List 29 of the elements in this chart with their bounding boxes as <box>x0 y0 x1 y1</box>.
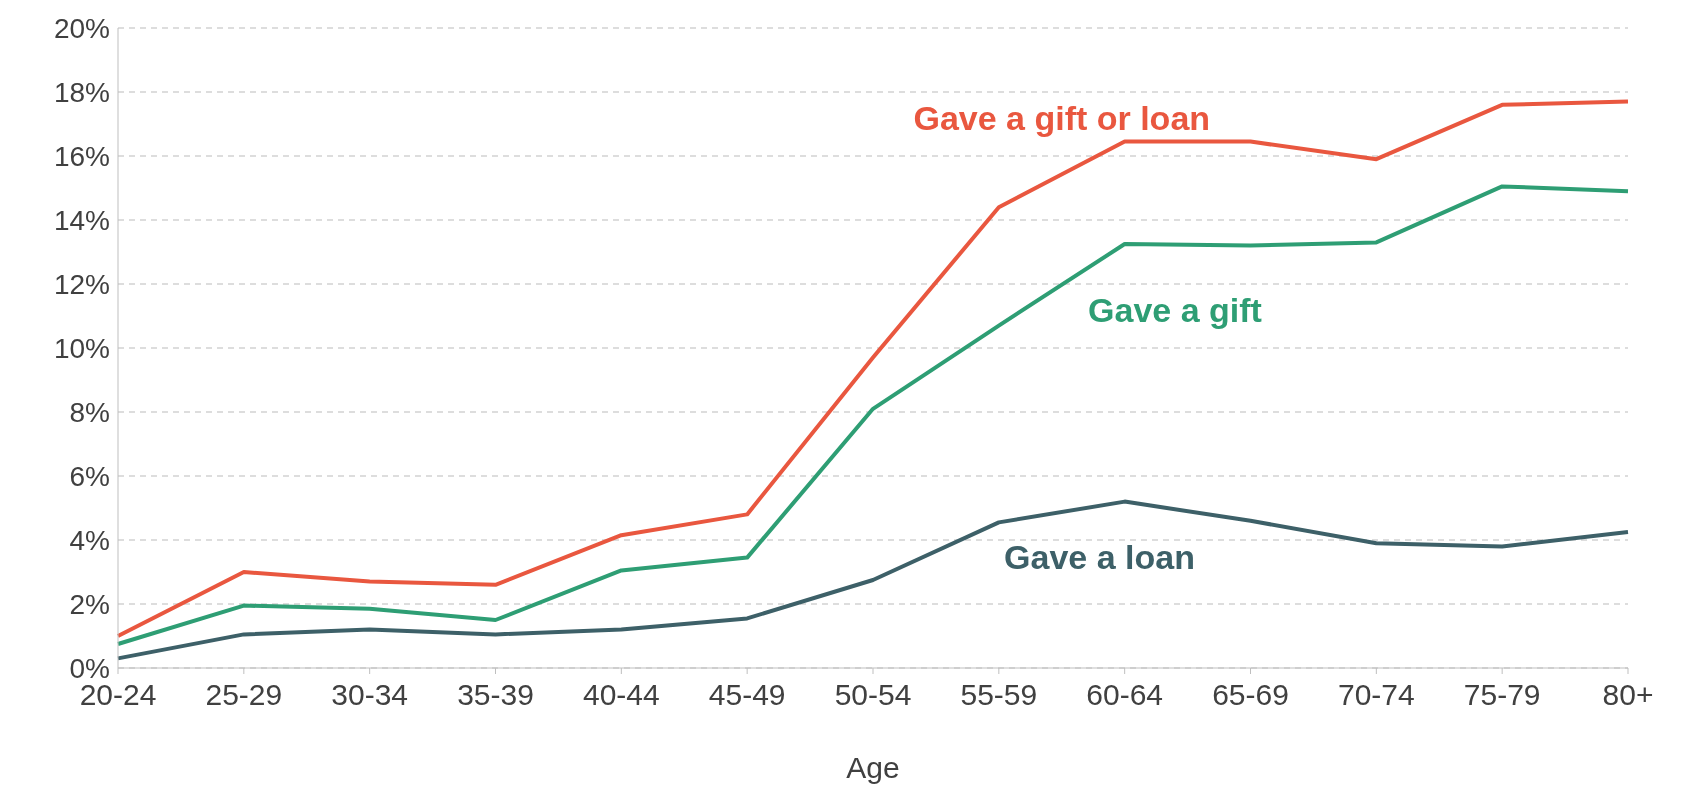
x-tick-label: 65-69 <box>1212 678 1289 712</box>
y-tick-label: 20% <box>53 12 110 44</box>
y-tick-label: 2% <box>69 588 110 620</box>
line-series <box>116 184 1630 646</box>
x-tick-label: 40-44 <box>582 678 660 712</box>
line-series <box>116 99 1630 638</box>
y-tick-label: 6% <box>69 460 110 492</box>
series-label: Gave a gift <box>1088 291 1262 330</box>
y-tick-label: 4% <box>69 524 110 556</box>
y-tick-label: 16% <box>53 140 110 172</box>
x-tick-label: 70-74 <box>1337 678 1415 712</box>
x-tick-label: 75-79 <box>1463 678 1541 712</box>
x-tick-label: 25-29 <box>205 678 283 712</box>
series-label: Gave a gift or loan <box>913 99 1211 138</box>
x-tick-label: 55-59 <box>960 678 1038 712</box>
x-tick-label: 60-64 <box>1086 678 1164 712</box>
y-tick-label: 10% <box>53 332 110 364</box>
y-tick-label: 14% <box>53 204 110 236</box>
x-tick-label: 30-34 <box>331 678 409 712</box>
y-tick-label: 8% <box>69 396 110 428</box>
y-tick-label: 12% <box>53 268 110 300</box>
y-tick-label: 18% <box>53 76 110 108</box>
series-label: Gave a loan <box>1004 537 1195 576</box>
x-tick-label: 50-54 <box>834 678 912 712</box>
line-series <box>116 499 1630 661</box>
x-tick-label: 45-49 <box>708 678 786 712</box>
x-axis-title: Age <box>846 751 900 784</box>
x-tick-label: 35-39 <box>457 678 534 712</box>
x-tick-label: 80+ <box>1602 678 1654 712</box>
